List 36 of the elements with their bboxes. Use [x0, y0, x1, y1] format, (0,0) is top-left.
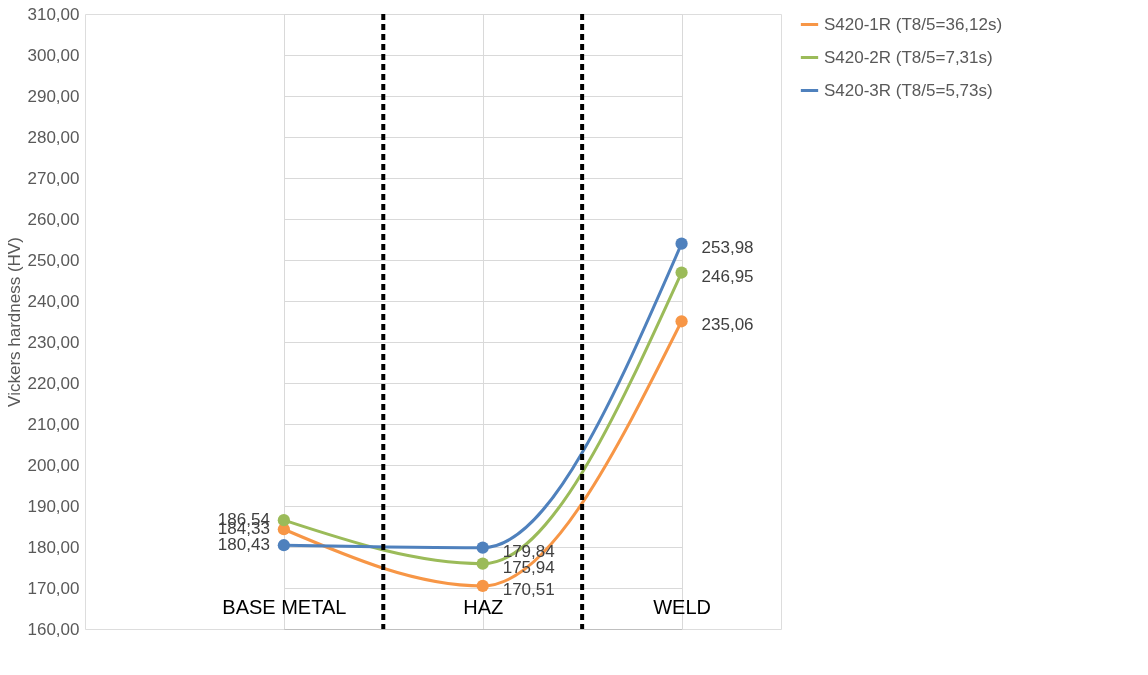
- point: [675, 315, 688, 328]
- y-tick-label: 280,00: [27, 127, 80, 147]
- x-tick-label: WELD: [653, 595, 711, 618]
- y-tick-label: 240,00: [27, 291, 80, 311]
- x-tick-label: BASE METAL: [222, 595, 347, 618]
- data-label: 246,95: [701, 266, 754, 286]
- y-tick-label: 200,00: [27, 455, 80, 475]
- point: [277, 539, 290, 552]
- y-tick-label: 290,00: [27, 86, 80, 106]
- y-tick-label: 230,00: [27, 332, 80, 352]
- y-tick-label: 250,00: [27, 250, 80, 270]
- point: [476, 557, 489, 570]
- legend-label: S420-2R (T8/5=7,31s): [824, 47, 993, 67]
- data-label: 180,43: [217, 535, 270, 555]
- data-label: 170,51: [502, 579, 555, 599]
- y-tick-label: 190,00: [27, 496, 80, 516]
- y-tick-label: 170,00: [27, 578, 80, 598]
- point: [476, 579, 489, 593]
- x-tick-label: HAZ: [463, 595, 504, 618]
- y-tick-label: 160,00: [27, 619, 80, 639]
- point: [476, 541, 489, 554]
- data-label: 253,98: [701, 237, 754, 257]
- y-axis-title: Vickers hardness (HV): [4, 237, 24, 407]
- legend-label: S420-1R (T8/5=36,12s): [824, 14, 1003, 34]
- y-tick-label: 180,00: [27, 537, 80, 557]
- y-tick-label: 220,00: [27, 373, 80, 393]
- point: [675, 266, 688, 279]
- y-tick-label: 270,00: [27, 168, 80, 188]
- y-tick-label: 300,00: [27, 45, 80, 65]
- point: [675, 237, 688, 250]
- y-tick-label: 310,00: [27, 4, 80, 24]
- legend-label: S420-3R (T8/5=5,73s): [824, 80, 993, 100]
- data-label: 235,06: [701, 315, 754, 335]
- y-tick-label: 210,00: [27, 414, 80, 434]
- y-tick-label: 260,00: [27, 209, 80, 229]
- point: [277, 514, 290, 527]
